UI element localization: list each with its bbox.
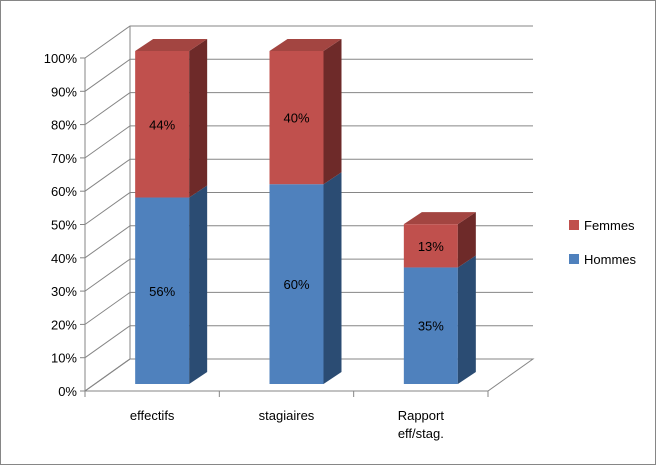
data-label: 44%: [149, 117, 175, 132]
gridline: [84, 158, 533, 192]
bar-side: [323, 172, 342, 384]
data-label: 13%: [418, 239, 444, 254]
x-tick-label: effectifs: [130, 408, 175, 423]
bar-top: [269, 39, 342, 51]
bar-segment-femmes: 13%: [403, 212, 476, 268]
legend-label: Hommes: [584, 252, 637, 267]
gridline: [84, 58, 533, 92]
data-label: 35%: [418, 319, 444, 334]
gridline: [84, 258, 533, 292]
y-tick-label: 60%: [51, 184, 77, 199]
gridline: [84, 358, 533, 392]
bar-side: [457, 212, 476, 268]
gridline: [84, 291, 533, 325]
bar-front: [403, 267, 458, 384]
y-tick-label: 20%: [51, 317, 77, 332]
gridline: [84, 25, 533, 59]
y-tick-label: 50%: [51, 218, 77, 233]
gridline: [84, 192, 533, 225]
gridline: [84, 225, 533, 259]
bars: 56% 44% 60% 40% 35% 13%: [135, 39, 476, 384]
legend-swatch: [569, 220, 579, 230]
y-tick-label: 40%: [51, 251, 77, 266]
bar-front: [135, 197, 190, 384]
y-axis: 0% 10% 20% 30% 40% 50% 60% 70% 80% 90% 100%: [44, 51, 86, 399]
gridline: [84, 325, 533, 359]
bar-segment-femmes: 44%: [135, 39, 208, 198]
data-label: 40%: [283, 111, 309, 126]
y-tick-label: 90%: [51, 84, 77, 99]
y-tick-label: 70%: [51, 151, 77, 166]
bar-top: [135, 39, 208, 51]
data-label: 60%: [283, 277, 309, 292]
bar-side: [189, 185, 208, 384]
legend-item-femmes: Femmes: [569, 218, 635, 233]
y-tick-label: 80%: [51, 118, 77, 133]
legend: Femmes Hommes: [569, 218, 637, 267]
x-tick-label: stagiaires: [259, 408, 315, 423]
y-tick-label: 0%: [58, 384, 77, 399]
bar-segment-femmes: 40%: [269, 39, 342, 185]
y-tick-label: 30%: [51, 284, 77, 299]
bar-segment-hommes: 56%: [135, 185, 208, 384]
bar-side: [189, 39, 208, 198]
legend-swatch: [569, 254, 579, 264]
bar-side: [457, 255, 476, 384]
bar-front: [403, 224, 458, 268]
y-tick-label: 100%: [44, 51, 78, 66]
gridline: [84, 92, 533, 126]
bar-front: [269, 51, 324, 185]
gridlines: [84, 25, 533, 392]
bar-top: [403, 212, 476, 225]
bar-front: [269, 184, 324, 384]
legend-label: Femmes: [584, 218, 635, 233]
legend-item-hommes: Hommes: [569, 252, 637, 267]
gridline: [84, 125, 533, 159]
bar-segment-hommes: 35%: [403, 255, 476, 384]
bar-front: [135, 51, 190, 198]
bar-side: [323, 39, 342, 185]
x-tick-label: Rapport eff/stag.: [398, 408, 445, 441]
x-axis: effectifs stagiaires Rapport eff/stag.: [84, 390, 489, 441]
bar-segment-hommes: 60%: [269, 172, 342, 384]
data-label: 56%: [149, 284, 175, 299]
y-tick-label: 10%: [51, 351, 77, 366]
